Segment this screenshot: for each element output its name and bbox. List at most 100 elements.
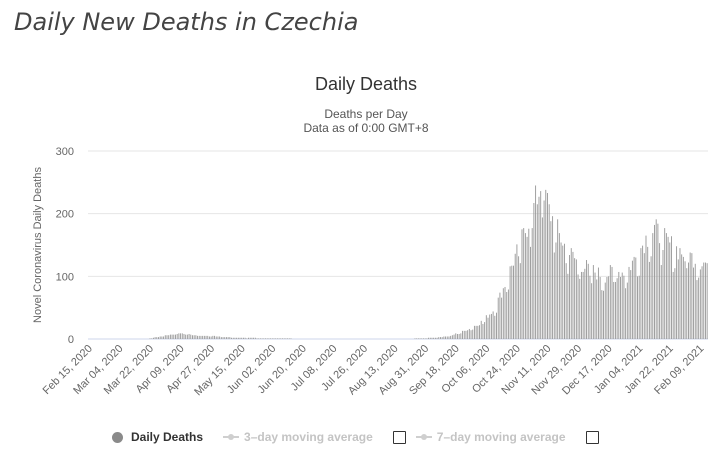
bar bbox=[654, 224, 655, 339]
bar bbox=[569, 255, 571, 339]
bar bbox=[270, 338, 272, 339]
y-tick-label: 200 bbox=[56, 209, 74, 221]
bar bbox=[511, 265, 513, 339]
bar bbox=[417, 338, 419, 339]
bar bbox=[280, 338, 282, 339]
bar bbox=[186, 334, 188, 339]
bar bbox=[608, 276, 610, 339]
bar bbox=[513, 265, 514, 339]
bar bbox=[278, 338, 280, 339]
bar bbox=[224, 337, 226, 339]
bar bbox=[248, 337, 249, 339]
checkbox-7day-average[interactable] bbox=[585, 430, 599, 444]
bar bbox=[220, 337, 222, 339]
bar bbox=[290, 338, 292, 339]
bar bbox=[234, 337, 236, 339]
bar bbox=[689, 252, 691, 339]
bar bbox=[662, 250, 664, 339]
checkbox-3day-average[interactable] bbox=[392, 430, 406, 444]
bar bbox=[492, 311, 494, 339]
bar bbox=[659, 243, 661, 339]
bar bbox=[524, 233, 526, 339]
bar bbox=[501, 297, 503, 339]
bar bbox=[645, 235, 647, 339]
bar bbox=[424, 338, 426, 339]
bar bbox=[458, 333, 460, 339]
bar bbox=[531, 228, 533, 339]
bar bbox=[183, 333, 185, 339]
legend-item-3day-average[interactable]: 3–day moving average bbox=[223, 430, 373, 444]
bar bbox=[547, 192, 548, 339]
bar bbox=[489, 314, 491, 339]
bar bbox=[451, 335, 453, 339]
bar bbox=[181, 333, 183, 339]
bar bbox=[175, 334, 176, 339]
bar bbox=[628, 266, 630, 339]
bar bbox=[580, 271, 582, 339]
bar bbox=[667, 236, 669, 339]
bar bbox=[268, 338, 270, 339]
bar bbox=[237, 337, 239, 339]
bar bbox=[487, 317, 489, 339]
bar bbox=[171, 334, 173, 339]
bar bbox=[241, 337, 243, 339]
bar bbox=[200, 335, 202, 339]
bar bbox=[643, 253, 645, 339]
bar bbox=[620, 276, 621, 339]
bar bbox=[647, 246, 649, 339]
bar bbox=[232, 337, 234, 339]
bar bbox=[603, 290, 604, 339]
bar bbox=[198, 335, 200, 339]
bar bbox=[565, 263, 567, 339]
bar bbox=[161, 336, 163, 339]
bar bbox=[604, 282, 606, 339]
bar bbox=[698, 277, 700, 339]
bar bbox=[185, 334, 187, 339]
bar bbox=[633, 256, 635, 339]
legend-dot-icon bbox=[112, 431, 123, 443]
bar bbox=[535, 185, 537, 339]
legend-label-daily-deaths: Daily Deaths bbox=[131, 430, 204, 444]
bar bbox=[217, 336, 219, 339]
bar bbox=[623, 275, 625, 339]
bar bbox=[438, 337, 440, 339]
bar bbox=[151, 338, 153, 339]
bar bbox=[652, 233, 654, 339]
bar bbox=[688, 262, 689, 339]
bar bbox=[621, 272, 623, 339]
bar bbox=[504, 286, 506, 339]
bar bbox=[256, 338, 258, 339]
bar bbox=[558, 233, 560, 339]
bar bbox=[225, 337, 227, 339]
bar bbox=[197, 335, 199, 339]
bar bbox=[637, 276, 638, 339]
bar bbox=[431, 337, 433, 339]
bar bbox=[207, 335, 209, 339]
bar bbox=[506, 292, 508, 339]
bar bbox=[263, 338, 265, 339]
bar bbox=[249, 337, 251, 339]
legend-item-daily-deaths[interactable]: Daily Deaths bbox=[112, 430, 203, 444]
bar bbox=[679, 248, 681, 339]
bar bbox=[450, 335, 452, 339]
bar bbox=[497, 297, 499, 339]
bar bbox=[684, 261, 686, 339]
bar bbox=[635, 257, 637, 339]
bar bbox=[443, 336, 445, 339]
bar bbox=[599, 276, 601, 339]
page-title: Daily New Deaths in Czechia bbox=[14, 8, 359, 36]
bar bbox=[640, 248, 642, 339]
bar bbox=[704, 262, 706, 339]
bar bbox=[587, 263, 589, 339]
bar bbox=[473, 325, 475, 339]
bar bbox=[480, 320, 482, 339]
legend-item-7day-average[interactable]: 7–day moving average bbox=[415, 430, 566, 444]
bars bbox=[149, 185, 708, 339]
bar bbox=[259, 338, 261, 339]
bar bbox=[275, 338, 277, 339]
bar bbox=[190, 334, 192, 339]
bar bbox=[609, 265, 611, 339]
bar bbox=[222, 337, 224, 339]
bar bbox=[694, 263, 696, 339]
bar bbox=[416, 338, 418, 339]
